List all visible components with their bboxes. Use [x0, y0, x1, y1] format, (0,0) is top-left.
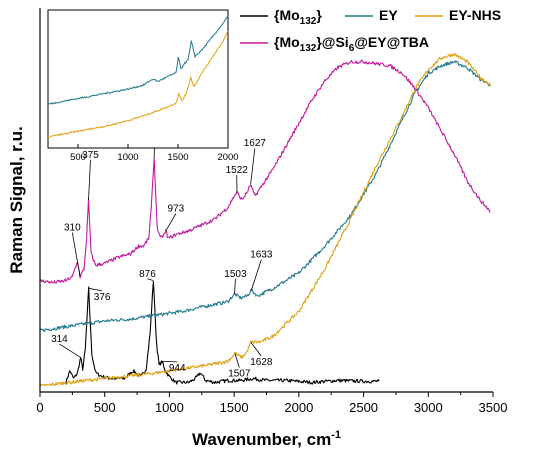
peak-leader-line	[234, 278, 236, 295]
x-axis-label: Wavenumber, cm-1	[192, 429, 341, 449]
inset-x-tick-label: 2000	[217, 152, 238, 163]
series-line-ey	[39, 60, 491, 332]
peak-label: 1633	[250, 250, 273, 261]
series-line-eynhs	[39, 52, 491, 387]
peak-label: 1627	[244, 138, 267, 149]
inset-x-tick-label: 1500	[167, 152, 188, 163]
inset-series-line-eynhs	[47, 30, 229, 138]
peak-leader-line	[165, 213, 177, 231]
legend-label-ey: EY	[379, 7, 398, 23]
legend-label-part: }	[316, 7, 322, 23]
inset-frame	[47, 9, 229, 149]
peak-label: 375	[82, 150, 99, 161]
legend-label-subscript: 6	[349, 43, 355, 54]
annotation-layer: 3143768769441503163316281507310375882973…	[51, 108, 273, 380]
x-tick-label: 1500	[220, 400, 249, 415]
legend-label-part: {Mo	[274, 7, 300, 23]
legend-label-subscript: 132	[300, 16, 317, 27]
x-tick-label: 0	[36, 400, 43, 415]
legend-label-part: }@Si	[316, 34, 348, 50]
legend: {Mo132} EY EY-NHS{Mo132}@Si6@EY@TBA	[240, 7, 501, 54]
legend-label-part: EY	[379, 7, 398, 23]
series-layer	[39, 52, 491, 387]
series-line-mo132	[65, 281, 380, 385]
x-tick-label: 1000	[155, 400, 184, 415]
inset-x-tick-label: 500	[70, 152, 86, 163]
peak-leader-line	[234, 353, 240, 368]
peak-label: 1522	[226, 165, 249, 176]
peak-leader-line	[59, 343, 81, 358]
peak-label: 1628	[250, 357, 273, 368]
legend-label-eynhs: EY-NHS	[449, 7, 501, 23]
axis-layer: 0 500 1000 1500 2000 2500 3000 3500 Wavenumber, …	[7, 8, 507, 449]
legend-label-subscript: 132	[300, 43, 317, 54]
peak-leader-line	[71, 232, 81, 277]
inset-x-tick-label: 1000	[117, 152, 138, 163]
legend-label-part: EY-NHS	[449, 7, 501, 23]
peak-label: 1507	[228, 369, 251, 380]
peak-label: 973	[168, 204, 185, 215]
x-tick-label: 2000	[284, 400, 313, 415]
legend-label-part: {Mo	[274, 34, 300, 50]
peak-label: 1503	[224, 269, 247, 280]
peak-leader-line	[250, 148, 256, 185]
peak-leader-line	[250, 341, 262, 357]
peak-leader-line	[88, 159, 91, 201]
legend-label-composite: {Mo132}@Si6@EY@TBA	[274, 34, 429, 54]
x-tick-label: 500	[94, 400, 116, 415]
y-axis-label: Raman Signal, r.u.	[7, 126, 26, 273]
legend-label-mo132: {Mo132}	[274, 7, 322, 27]
legend-label-part: @EY@TBA	[354, 34, 429, 50]
peak-label: 310	[64, 223, 81, 234]
inset-plot: 500 1000 1500 2000	[47, 9, 239, 163]
peak-label: 314	[51, 334, 68, 345]
peak-leader-line	[88, 287, 103, 292]
peak-label: 944	[169, 363, 186, 374]
x-tick-label: 2500	[349, 400, 378, 415]
peak-label: 376	[94, 292, 111, 303]
peak-leader-line	[162, 360, 178, 363]
peak-label: 876	[139, 269, 156, 280]
peak-leader-line	[250, 259, 262, 291]
x-tick-label: 3500	[479, 400, 508, 415]
x-axis-label-exponent: -1	[331, 429, 341, 441]
x-tick-label: 3000	[414, 400, 443, 415]
series-line-composite	[39, 59, 491, 284]
peak-leader-line	[147, 278, 154, 282]
inset-series-line-ey	[47, 15, 229, 105]
